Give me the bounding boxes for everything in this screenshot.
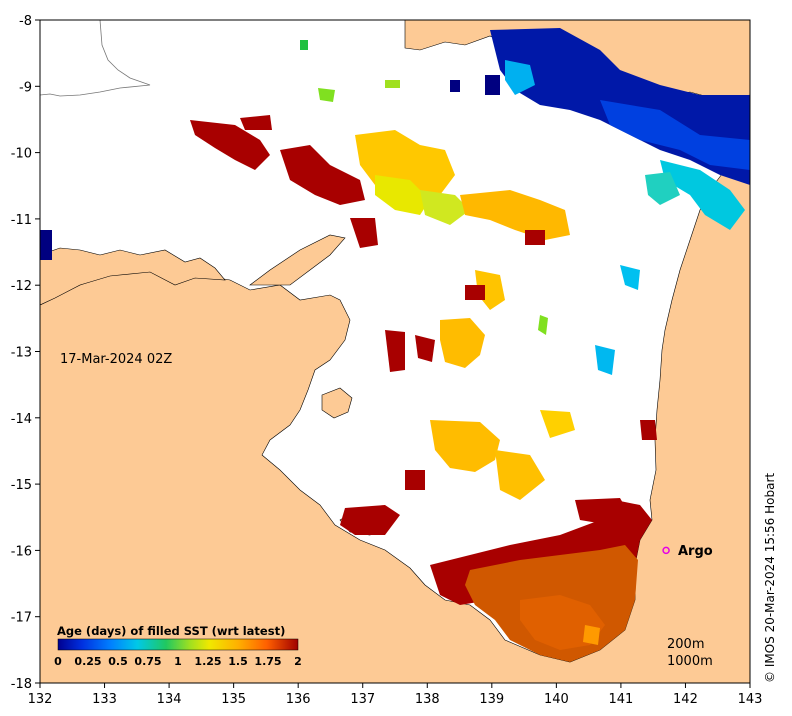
y-tick-label: -9 (19, 80, 32, 95)
x-tick-label: 141 (608, 692, 633, 707)
y-tick-label: -8 (19, 14, 32, 29)
argo-label: Argo (678, 544, 713, 559)
colorbar-tick-label: 1.5 (228, 655, 248, 668)
x-tick-label: 136 (286, 692, 311, 707)
x-axis: 132 133 134 135 136 137 138 139 140 141 142 143 (28, 683, 763, 707)
sst-data-red (190, 115, 657, 662)
land-wessel-islands (249, 234, 346, 286)
land-groote-eylandt (321, 387, 353, 419)
x-tick-label: 134 (157, 692, 182, 707)
date-label: 17-Mar-2024 02Z (60, 352, 172, 367)
y-tick-label: -10 (11, 147, 32, 162)
y-tick-label: -11 (11, 213, 32, 228)
y-tick-label: -14 (11, 412, 32, 427)
x-tick-label: 142 (673, 692, 698, 707)
y-tick-label: -16 (11, 544, 32, 559)
y-axis: -8 -9 -10 -11 -12 -13 -14 -15 -16 -17 -18 (11, 14, 40, 692)
x-tick-label: 137 (350, 692, 375, 707)
y-tick-label: -12 (11, 279, 32, 294)
y-tick-label: -18 (11, 677, 32, 692)
colorbar-tick-label: 1.25 (194, 655, 221, 668)
argo-marker (662, 546, 670, 555)
contour-200m-label: 200m (667, 637, 704, 652)
x-tick-label: 138 (415, 692, 440, 707)
colorbar-tick-label: 0.75 (134, 655, 161, 668)
colorbar-tick-label: 0.5 (108, 655, 128, 668)
y-tick-label: -17 (11, 611, 32, 626)
coastline-outline (40, 20, 151, 97)
land-arnhem-islands (40, 247, 226, 306)
colorbar-tick-label: 0 (54, 655, 62, 668)
y-tick-label: -15 (11, 478, 32, 493)
colorbar-tick-label: 1 (174, 655, 182, 668)
colorbar-tick-label: 2 (294, 655, 302, 668)
colorbar-title: Age (days) of filled SST (wrt latest) (57, 624, 285, 638)
y-tick-label: -13 (11, 346, 32, 361)
colorbar-gradient (57, 638, 299, 651)
colorbar-tick-label: 1.75 (254, 655, 281, 668)
x-tick-label: 132 (28, 692, 53, 707)
x-tick-label: 135 (221, 692, 246, 707)
x-tick-label: 140 (544, 692, 569, 707)
imos-credit: © IMOS 20-Mar-2024 15:56 Hobart (763, 472, 777, 683)
sst-data-blue (40, 28, 750, 375)
contour-1000m-label: 1000m (667, 654, 713, 669)
colorbar-tick-label: 0.25 (74, 655, 101, 668)
x-tick-label: 133 (92, 692, 117, 707)
x-tick-label: 143 (738, 692, 763, 707)
x-tick-label: 139 (479, 692, 504, 707)
